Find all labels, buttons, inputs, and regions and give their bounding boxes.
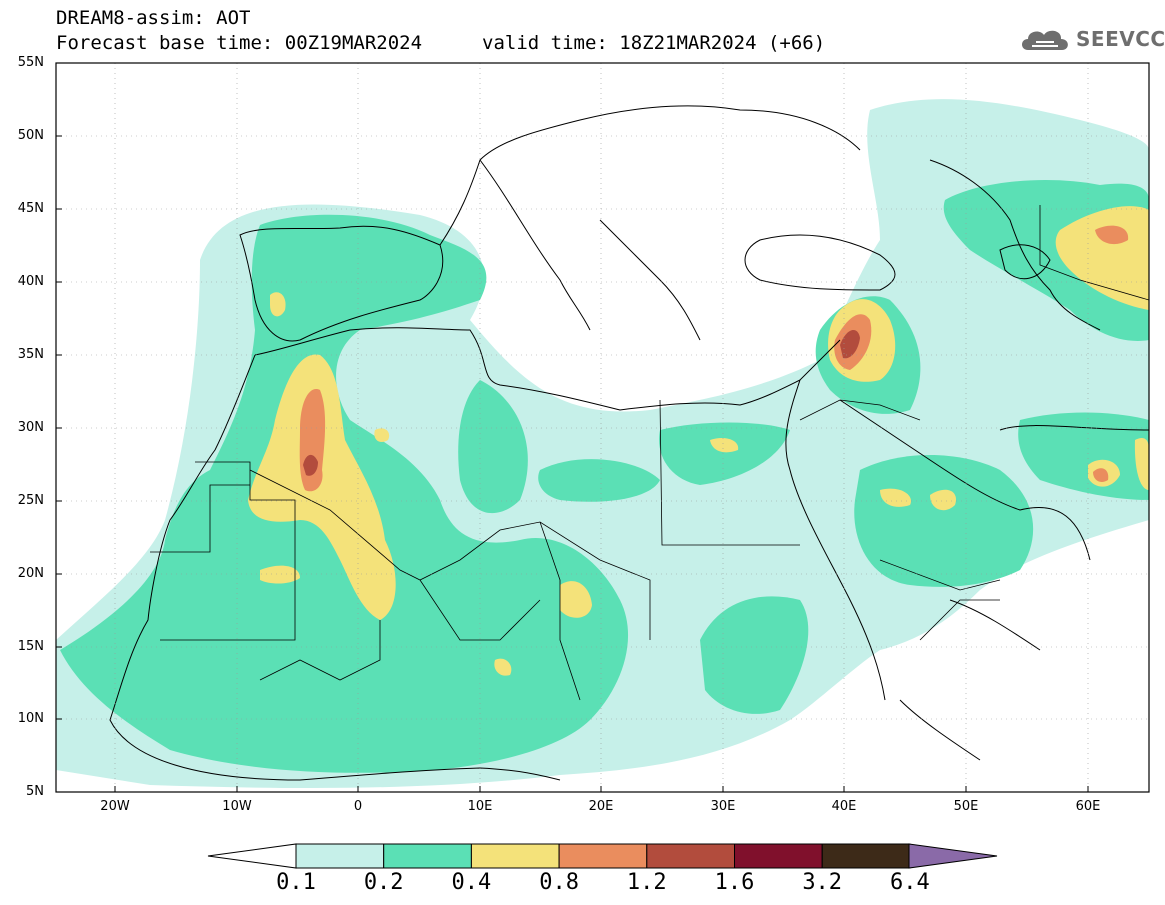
colorbar-label: 0.8 — [539, 870, 579, 895]
lat-label: 35N — [17, 347, 44, 362]
lon-label: 40E — [831, 799, 857, 814]
lon-label: 20E — [588, 799, 614, 814]
lat-label: 55N — [17, 55, 44, 70]
lon-label: 30E — [710, 799, 736, 814]
lon-label: 60E — [1075, 799, 1101, 814]
lon-label: 50E — [953, 799, 979, 814]
lat-label: 45N — [17, 201, 44, 216]
cloud-icon — [1022, 30, 1068, 50]
graticule — [56, 63, 1149, 792]
colorbar-label: 0.2 — [363, 870, 404, 895]
lat-label: 30N — [17, 420, 44, 435]
lon-label: 10E — [467, 799, 493, 814]
lon-label: 20W — [100, 799, 130, 814]
colorbar-label: 1.6 — [714, 870, 755, 895]
lon-label: 0 — [353, 799, 363, 814]
colorbar-label: 6.4 — [890, 870, 930, 895]
colorbar-label: 1.2 — [626, 870, 667, 895]
lon-label: 10W — [222, 799, 252, 814]
lat-label: 20N — [17, 566, 44, 581]
valid-time: valid time: 18Z21MAR2024 (+66) — [482, 32, 826, 54]
coastlines — [109, 105, 1149, 781]
lat-label: 5N — [26, 784, 44, 799]
forecast-time-line: Forecast base time: 00Z19MAR2024 valid ti… — [56, 32, 825, 54]
lat-label: 40N — [17, 274, 44, 289]
colorbar-label: 0.4 — [451, 870, 492, 895]
base-time: Forecast base time: 00Z19MAR2024 — [56, 32, 423, 54]
lat-label: 10N — [17, 711, 44, 726]
logo-text: SEEVCCC — [1076, 27, 1165, 51]
map-title: DREAM8-assim: AOT — [56, 7, 251, 29]
colorbar-label: 0.1 — [276, 870, 316, 895]
seevccc-logo: SEEVCCC — [1018, 22, 1165, 56]
lat-label: 50N — [17, 128, 44, 143]
aot-level-1.2 — [303, 329, 860, 476]
lat-label: 15N — [17, 639, 44, 654]
tick-marks — [56, 62, 1089, 793]
lat-label: 25N — [17, 493, 44, 508]
colorbar-label: 3.2 — [802, 870, 843, 895]
political-borders — [150, 205, 1149, 701]
